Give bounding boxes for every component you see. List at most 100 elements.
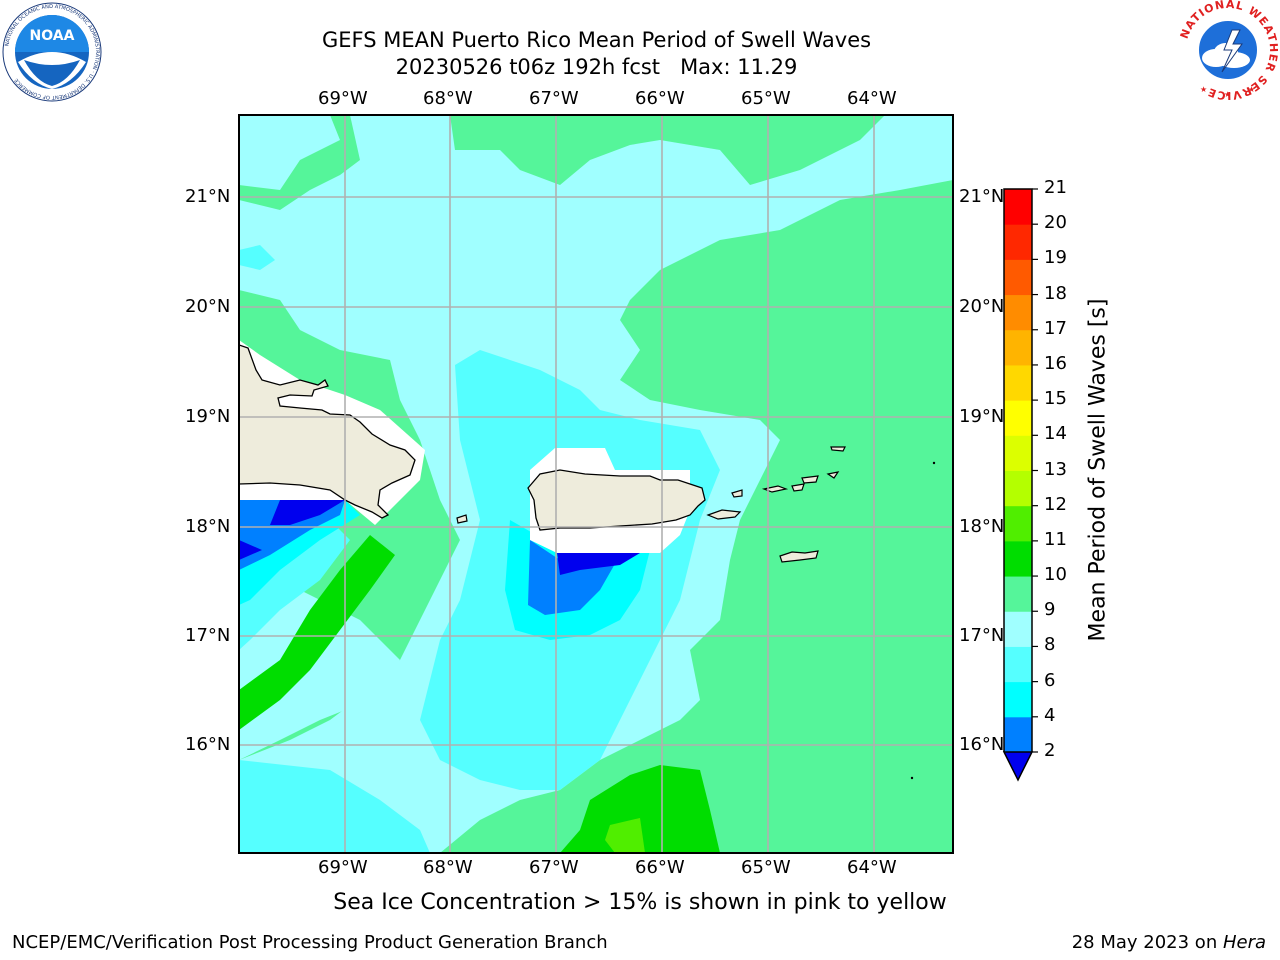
colorbar-swatch <box>1004 681 1032 718</box>
land-islet <box>910 776 914 780</box>
colorbar-tick-label: 20 <box>1044 212 1067 234</box>
colorbar-tick-label: 4 <box>1044 704 1056 726</box>
colorbar-extend-arrow <box>1002 751 1034 782</box>
footer-date: 28 May 2023 on Hera <box>1072 932 1266 953</box>
contour-8-9 <box>239 115 340 190</box>
colorbar-tick-label: 12 <box>1044 493 1067 515</box>
colorbar-tick-label: 14 <box>1044 423 1067 445</box>
colorbar-swatch <box>1004 294 1032 331</box>
lon-label-bottom: 68°W <box>423 857 473 878</box>
land-culebra <box>731 489 743 498</box>
map-frame <box>238 114 954 854</box>
contour-below-2 <box>239 540 262 560</box>
lat-label-right: 16°N <box>959 734 1005 755</box>
svg-text:★: ★ <box>1200 85 1207 94</box>
lat-label-left: 16°N <box>185 734 231 755</box>
lat-label-right: 20°N <box>959 296 1005 317</box>
contour-10-11 <box>239 535 395 730</box>
colorbar-tick-label: 6 <box>1044 669 1056 691</box>
colorbar-swatch <box>1004 540 1032 577</box>
colorbar-swatch <box>1004 400 1032 436</box>
land-puerto-rico <box>527 469 706 531</box>
land-st-thomas <box>761 485 789 493</box>
colorbar-swatch <box>1004 611 1032 647</box>
colorbar-tick-label: 18 <box>1044 282 1067 304</box>
colorbar-swatch <box>1004 189 1032 225</box>
contour-6-8 <box>239 760 430 853</box>
lat-label-right: 19°N <box>959 406 1005 427</box>
colorbar-swatch <box>1004 364 1032 401</box>
lat-label-right: 21°N <box>959 186 1005 207</box>
sea-ice-caption: Sea Ice Concentration > 15% is shown in … <box>333 890 947 915</box>
land-anegada <box>830 446 846 452</box>
colorbar-swatch <box>1004 435 1032 471</box>
lon-label-bottom: 69°W <box>318 857 368 878</box>
footer-credit: NCEP/EMC/Verification Post Processing Pr… <box>12 932 608 953</box>
noaa-logo-text: NOAA <box>30 28 75 44</box>
colorbar-tick-label: 11 <box>1044 528 1067 550</box>
graticule <box>239 115 953 853</box>
colorbar-tick-label: 16 <box>1044 352 1067 374</box>
contour-8-9 <box>239 590 400 760</box>
lat-label-right: 17°N <box>959 625 1005 646</box>
footer-date-text: 28 May 2023 on <box>1071 932 1223 953</box>
lat-label-left: 18°N <box>185 516 231 537</box>
lat-label-left: 19°N <box>185 406 231 427</box>
contour-below-2 <box>270 500 345 525</box>
colorbar-swatch <box>1004 716 1032 753</box>
lon-label-top: 69°W <box>318 88 368 109</box>
contour-field <box>239 115 953 853</box>
chart-title: GEFS MEAN Puerto Rico Mean Period of Swe… <box>321 28 872 52</box>
lat-label-left: 17°N <box>185 625 231 646</box>
colorbar-tick-label: 21 <box>1044 177 1067 198</box>
land-virgin-gorda <box>826 471 840 479</box>
colorbar-swatch <box>1004 470 1032 507</box>
land-tortola <box>801 475 819 484</box>
lon-label-top: 67°W <box>529 88 579 109</box>
contour-6-8 <box>239 245 275 270</box>
colorbar-swatch <box>1004 646 1032 683</box>
colorbar-tick-label: 2 <box>1044 740 1056 761</box>
lon-label-top: 66°W <box>635 88 685 109</box>
colorbar-tick-label: 9 <box>1044 599 1056 621</box>
lon-label-bottom: 65°W <box>741 857 791 878</box>
lon-label-bottom: 66°W <box>635 857 685 878</box>
lon-label-bottom: 64°W <box>847 857 897 878</box>
colorbar-tick-label: 10 <box>1044 564 1067 586</box>
colorbar-tick-label: 15 <box>1044 388 1067 410</box>
land-vieques <box>706 509 742 520</box>
land-hispaniola <box>239 344 416 519</box>
land-mona-island <box>456 514 468 524</box>
colorbar-swatch <box>1004 505 1032 542</box>
contour-2-4 <box>239 500 345 570</box>
lon-label-top: 68°W <box>423 88 473 109</box>
noaa-logo-icon: NATIONAL OCEANIC AND ATMOSPHERIC ADMINIS… <box>2 2 102 102</box>
lon-label-top: 65°W <box>741 88 791 109</box>
footer-machine: Hera <box>1222 932 1266 953</box>
nws-logo-icon: NATIONAL WEATHER SERVICE ★ ★ ★ <box>1178 0 1279 102</box>
land-st-croix <box>779 550 819 563</box>
svg-text:★: ★ <box>1224 90 1231 99</box>
colorbar-swatch <box>1004 576 1032 612</box>
colorbar-tick-label: 8 <box>1044 634 1056 656</box>
colorbar-tick-label: 19 <box>1044 247 1067 269</box>
lon-label-bottom: 67°W <box>529 857 579 878</box>
colorbar-swatch <box>1004 259 1032 296</box>
contour-11-12 <box>605 818 645 853</box>
lat-label-left: 20°N <box>185 296 231 317</box>
colorbar-title: Mean Period of Swell Waves [s] <box>1085 298 1111 642</box>
colorbar <box>1002 188 1038 782</box>
chart-subtitle: 20230526 t06z 192h fcst Max: 11.29 <box>395 55 798 79</box>
land-islet <box>932 461 936 465</box>
lon-label-top: 64°W <box>847 88 897 109</box>
colorbar-tick-label: 17 <box>1044 317 1067 339</box>
svg-text:★: ★ <box>1248 85 1255 94</box>
contour-8-9 <box>880 115 953 175</box>
colorbar-swatch <box>1004 329 1032 366</box>
lat-label-right: 18°N <box>959 516 1005 537</box>
contour-below-2 <box>557 553 640 575</box>
colorbar-tick-label: 13 <box>1044 458 1067 480</box>
contour-10-11 <box>560 765 720 853</box>
land-st-john <box>791 483 805 492</box>
